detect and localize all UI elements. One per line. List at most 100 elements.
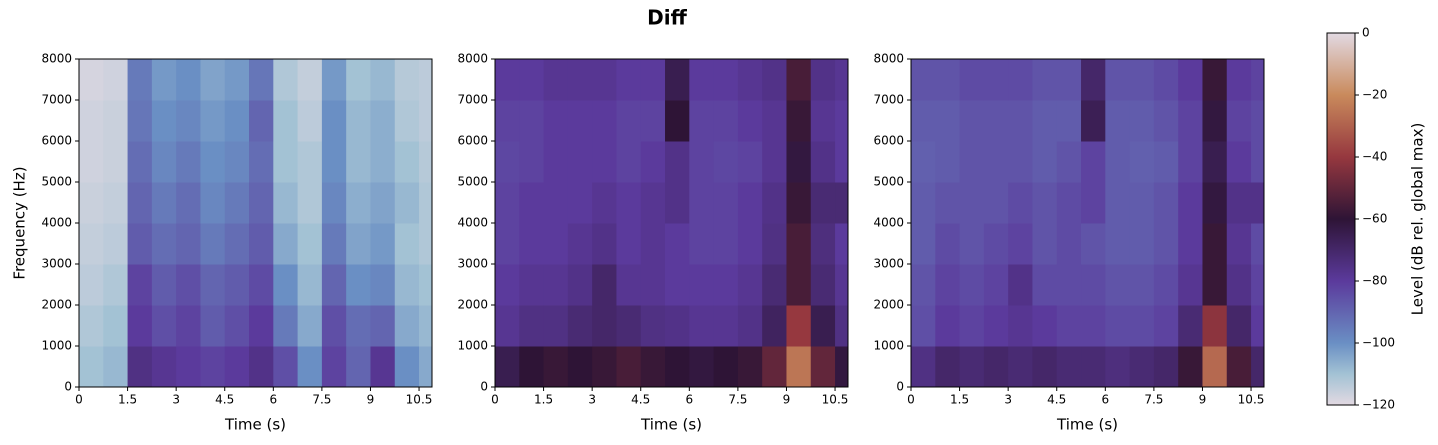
- heatmap-cell: [151, 264, 177, 306]
- heatmap-cell: [592, 182, 617, 224]
- heatmap-cell: [1129, 223, 1155, 265]
- heatmap-cell: [810, 182, 836, 224]
- heatmap-cell: [959, 182, 985, 224]
- x-tick-label: 7.5: [1144, 393, 1163, 407]
- heatmap-cell: [1251, 223, 1265, 265]
- heatmap-cell: [394, 59, 420, 101]
- heatmap-cell: [249, 59, 274, 101]
- colorbar-tick-label: −20: [1362, 88, 1387, 102]
- heatmap-cell: [1105, 223, 1131, 265]
- heatmap-cell: [810, 346, 836, 388]
- heatmap-cell: [1153, 346, 1179, 388]
- heatmap-cell: [1226, 223, 1252, 265]
- heatmap-cell: [640, 305, 666, 347]
- heatmap-cell: [495, 100, 520, 142]
- y-tick-label: 5000: [41, 175, 72, 189]
- heatmap-cell: [737, 346, 763, 388]
- heatmap-cell: [1008, 305, 1033, 347]
- heatmap-cell: [835, 182, 849, 224]
- heatmap-cell: [1226, 264, 1252, 306]
- heatmap-cell: [346, 100, 371, 142]
- heatmap-cell: [640, 264, 666, 306]
- heatmap-cell: [983, 305, 1009, 347]
- heatmap-cell: [713, 264, 739, 306]
- heatmap-cell: [1129, 141, 1155, 183]
- heatmap-cell: [273, 346, 299, 388]
- heatmap-cell: [1008, 59, 1033, 101]
- heatmap-cell: [346, 59, 371, 101]
- heatmap-cell: [370, 182, 396, 224]
- heatmap-cell: [762, 223, 787, 265]
- heatmap-cell: [1153, 264, 1179, 306]
- heatmap-cell: [1081, 100, 1106, 142]
- heatmap-cell: [1008, 141, 1033, 183]
- heatmap-cell: [151, 346, 177, 388]
- heatmap-cell: [640, 59, 666, 101]
- heatmap-cell: [127, 305, 153, 347]
- x-tick-label: 9: [783, 393, 791, 407]
- x-tick-label: 4.5: [631, 393, 650, 407]
- heatmap-cell: [689, 141, 715, 183]
- heatmap-cell: [495, 182, 520, 224]
- heatmap-cell: [224, 59, 250, 101]
- heatmap-cell: [689, 223, 715, 265]
- heatmap-cell: [519, 59, 545, 101]
- y-tick-label: 3000: [457, 257, 488, 271]
- heatmap-cell: [394, 264, 420, 306]
- heatmap-cell: [273, 305, 299, 347]
- heatmap-cell: [1226, 305, 1252, 347]
- heatmap-cell: [1226, 59, 1252, 101]
- heatmap-cell: [713, 59, 739, 101]
- heatmap-cell: [249, 264, 274, 306]
- heatmap-cell: [1251, 182, 1265, 224]
- heatmap-cell: [1202, 182, 1228, 224]
- heatmap-cell: [592, 264, 617, 306]
- heatmap-cell: [665, 182, 690, 224]
- heatmap-cell: [543, 346, 569, 388]
- heatmap-cell: [394, 182, 420, 224]
- heatmap-cell: [1202, 346, 1228, 388]
- heatmap-cell: [419, 100, 433, 142]
- y-tick-label: 5000: [457, 175, 488, 189]
- heatmap-cell: [1081, 305, 1106, 347]
- heatmap-cell: [346, 264, 371, 306]
- heatmap-cell: [1251, 305, 1265, 347]
- y-tick-label: 2000: [873, 298, 904, 312]
- heatmap-cell: [394, 305, 420, 347]
- heatmap-cell: [640, 223, 666, 265]
- heatmap-cell: [151, 100, 177, 142]
- heatmap-cell: [127, 100, 153, 142]
- y-tick-label: 4000: [457, 216, 488, 230]
- heatmap-cell: [370, 346, 396, 388]
- heatmap-cell: [592, 346, 617, 388]
- heatmap-cell: [176, 59, 201, 101]
- heatmap-cell: [959, 141, 985, 183]
- heatmap-cell: [616, 100, 642, 142]
- heatmap-cell: [249, 346, 274, 388]
- heatmap-cell: [835, 141, 849, 183]
- heatmap-cell: [495, 264, 520, 306]
- heatmap-cell: [394, 346, 420, 388]
- heatmap-cell: [762, 59, 787, 101]
- heatmap-cell: [519, 305, 545, 347]
- heatmap-cell: [176, 346, 201, 388]
- heatmap-cell: [713, 305, 739, 347]
- heatmap-cell: [103, 346, 129, 388]
- heatmap-cell: [370, 59, 396, 101]
- heatmap-cell: [273, 223, 299, 265]
- heatmap-cell: [835, 59, 849, 101]
- x-axis-label: Time (s): [224, 416, 286, 434]
- heatmap-cell: [200, 100, 226, 142]
- heatmap-cell: [176, 100, 201, 142]
- heatmap-cell: [786, 182, 812, 224]
- y-tick-label: 6000: [41, 134, 72, 148]
- heatmap-cell: [370, 264, 396, 306]
- heatmap-cell: [200, 141, 226, 183]
- heatmap-cell: [810, 141, 836, 183]
- x-tick-label: 10.5: [822, 393, 849, 407]
- y-tick-label: 3000: [41, 257, 72, 271]
- heatmap-cell: [176, 141, 201, 183]
- heatmap-cell: [1202, 141, 1228, 183]
- x-axis-label: Time (s): [640, 416, 702, 434]
- heatmap-cell: [394, 223, 420, 265]
